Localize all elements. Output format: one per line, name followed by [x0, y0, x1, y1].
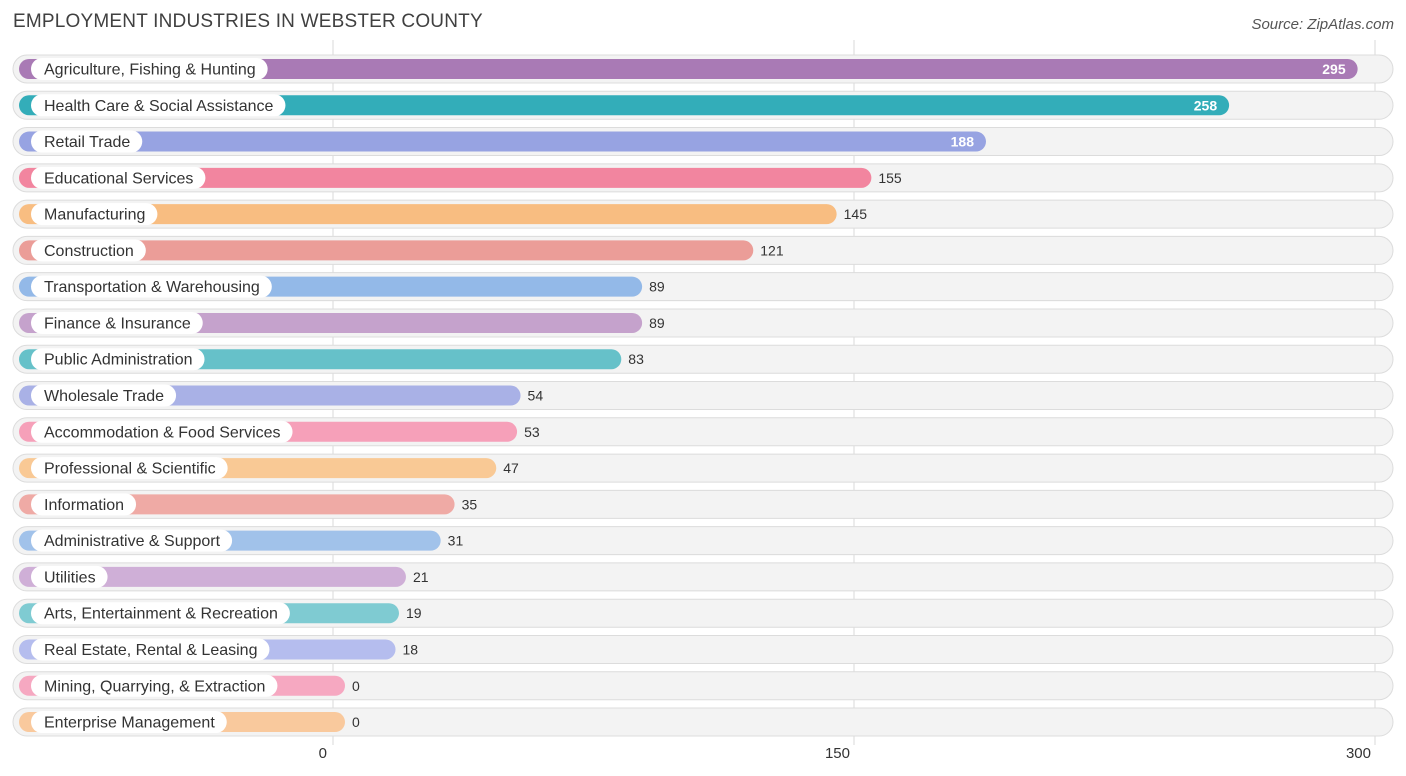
category-label: Accommodation & Food Services — [44, 424, 281, 441]
category-label: Finance & Insurance — [44, 315, 191, 332]
category-label-pill — [31, 529, 233, 552]
category-label: Retail Trade — [44, 134, 130, 151]
bar-row: Enterprise Management 0 — [12, 707, 1394, 737]
category-label-pill — [31, 311, 203, 334]
category-label: Administrative & Support — [44, 533, 221, 550]
value-label: 0 — [352, 714, 360, 730]
bar-row: Wholesale Trade 54 — [12, 381, 1394, 411]
x-tick-label: 150 — [825, 745, 850, 762]
bar-row: Transportation & Warehousing 89 — [12, 272, 1394, 302]
category-label: Real Estate, Rental & Leasing — [44, 642, 257, 659]
bar-row: Information 35 — [12, 489, 1394, 519]
category-label-pill — [31, 166, 206, 189]
value-label: 295 — [1322, 61, 1346, 77]
value-label: 155 — [878, 170, 902, 186]
bar-row: Educational Services 155 — [12, 163, 1394, 193]
bar-row: Professional & Scientific 47 — [12, 453, 1394, 483]
bar-row: Health Care & Social Assistance 258 — [12, 90, 1394, 120]
bar-row: Utilities 21 — [12, 562, 1394, 592]
value-label: 121 — [760, 242, 784, 258]
value-label: 18 — [403, 641, 419, 657]
category-label-pill — [31, 602, 290, 625]
value-label: 89 — [649, 315, 665, 331]
bar-row: Administrative & Support 31 — [12, 526, 1394, 556]
category-label: Agriculture, Fishing & Hunting — [44, 62, 256, 79]
bar[interactable] — [19, 95, 1230, 116]
category-label: Wholesale Trade — [44, 388, 164, 405]
value-label: 21 — [413, 569, 429, 585]
row-background — [12, 707, 1394, 737]
category-label-pill — [31, 130, 143, 153]
category-label: Educational Services — [44, 170, 193, 187]
value-label: 19 — [406, 605, 422, 621]
bar-row: Finance & Insurance 89 — [12, 308, 1394, 338]
bar[interactable] — [19, 131, 986, 152]
value-label: 47 — [503, 460, 519, 476]
category-label-pill — [31, 58, 268, 80]
bar-row: Mining, Quarrying, & Extraction 0 — [12, 671, 1394, 701]
bar-row: Retail Trade 188 — [12, 127, 1394, 157]
category-label-pill — [31, 711, 227, 734]
bar-row: Real Estate, Rental & Leasing 18 — [12, 634, 1394, 664]
value-label: 89 — [649, 279, 665, 295]
category-label-pill — [31, 203, 158, 226]
category-label: Enterprise Management — [44, 715, 215, 732]
value-label: 188 — [951, 134, 975, 150]
category-label-pill — [31, 94, 286, 117]
x-axis-ticks: 0 150 300 — [319, 745, 1371, 762]
rows-layer: Agriculture, Fishing & Hunting 295 Health … — [12, 54, 1394, 737]
category-label: Manufacturing — [44, 207, 145, 224]
x-tick-label: 0 — [319, 745, 327, 762]
category-label-pill — [31, 348, 205, 371]
value-label: 35 — [462, 496, 478, 512]
category-label: Professional & Scientific — [44, 461, 216, 478]
bar[interactable] — [19, 240, 754, 261]
category-label-pill — [31, 420, 293, 443]
chart-source: Source: ZipAtlas.com — [1251, 16, 1394, 33]
bar-row: Construction 121 — [12, 235, 1394, 265]
bar-row: Public Administration 83 — [12, 344, 1394, 374]
value-label: 145 — [844, 206, 868, 222]
category-label: Utilities — [44, 569, 96, 586]
category-label-pill — [31, 384, 177, 407]
value-label: 0 — [352, 678, 360, 694]
category-label-pill — [31, 493, 137, 516]
category-label-pill — [31, 275, 272, 298]
value-label: 31 — [448, 533, 464, 549]
value-label: 54 — [528, 388, 544, 404]
value-label: 83 — [628, 351, 644, 367]
category-label-pill — [31, 565, 108, 588]
row-background — [12, 671, 1394, 701]
bar[interactable] — [19, 167, 872, 188]
category-label: Public Administration — [44, 352, 193, 369]
category-label: Information — [44, 497, 124, 514]
value-label: 258 — [1194, 97, 1218, 113]
category-label: Construction — [44, 243, 134, 260]
bar-row: Accommodation & Food Services 53 — [12, 417, 1394, 447]
category-label-pill — [31, 674, 278, 697]
category-label-pill — [31, 239, 146, 262]
value-label: 53 — [524, 424, 540, 440]
category-label-pill — [31, 638, 270, 661]
bar[interactable] — [19, 566, 406, 587]
category-label-pill — [31, 457, 228, 480]
category-label: Arts, Entertainment & Recreation — [44, 606, 278, 623]
x-tick-label: 300 — [1346, 745, 1371, 762]
category-label: Transportation & Warehousing — [44, 279, 260, 296]
bar-row: Agriculture, Fishing & Hunting 295 — [12, 54, 1394, 84]
category-label: Health Care & Social Assistance — [44, 98, 274, 115]
bar-row: Manufacturing 145 — [12, 199, 1394, 229]
bar[interactable] — [19, 59, 1358, 79]
bar[interactable] — [19, 204, 837, 225]
bar-row: Arts, Entertainment & Recreation 19 — [12, 598, 1394, 628]
category-label: Mining, Quarrying, & Extraction — [44, 678, 265, 695]
chart-title: EMPLOYMENT INDUSTRIES IN WEBSTER COUNTY — [13, 11, 483, 32]
